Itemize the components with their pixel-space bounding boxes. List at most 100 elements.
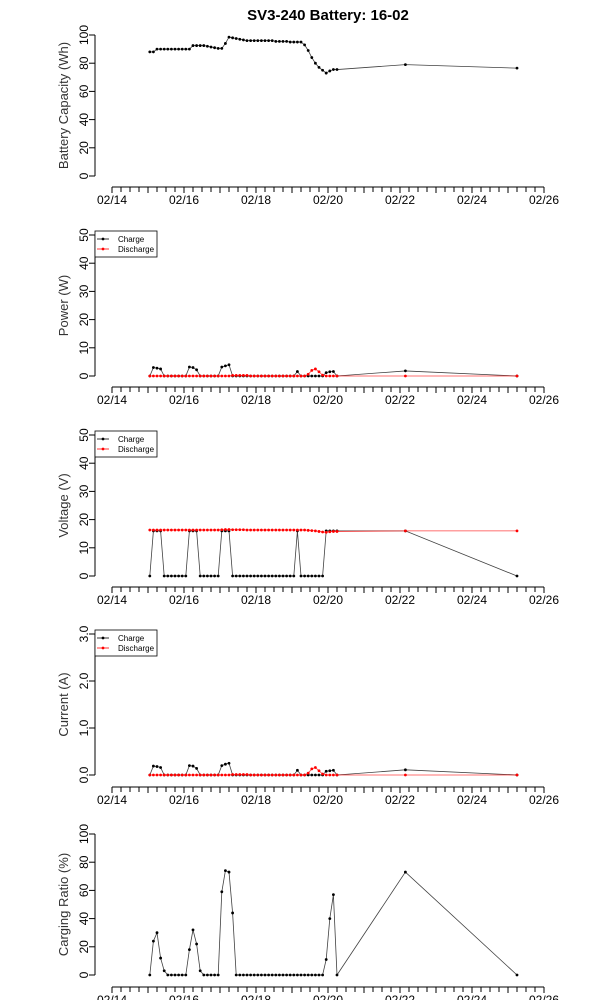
data-point	[180, 528, 184, 532]
data-point	[285, 39, 288, 43]
legend-swatch-point	[101, 237, 105, 241]
series-line	[149, 870, 518, 977]
data-point	[299, 574, 303, 578]
data-point	[220, 773, 224, 777]
data-point	[155, 528, 159, 532]
series-charge	[148, 529, 519, 578]
data-point	[303, 374, 306, 378]
data-point	[328, 374, 332, 378]
data-point	[270, 574, 274, 578]
y-tick-label: 50	[77, 428, 91, 442]
data-point	[242, 574, 245, 578]
data-point	[195, 773, 199, 777]
x-tick-label: 02/20	[313, 793, 343, 807]
data-point	[173, 973, 177, 977]
data-point	[306, 771, 310, 775]
data-point	[170, 528, 173, 532]
data-point	[216, 574, 220, 578]
data-point	[288, 374, 292, 378]
y-tick-label: 40	[77, 256, 91, 270]
data-point	[285, 973, 288, 977]
data-point	[299, 773, 303, 777]
data-point	[332, 768, 335, 772]
data-point	[252, 773, 256, 777]
data-point	[332, 370, 335, 373]
data-point	[213, 773, 217, 777]
legend-label: Discharge	[118, 445, 155, 454]
data-point	[256, 773, 260, 777]
data-point	[245, 973, 249, 977]
data-point	[288, 528, 292, 532]
data-point	[321, 530, 324, 534]
data-point	[332, 773, 335, 777]
data-point	[213, 574, 217, 578]
data-point	[231, 528, 235, 532]
x-tick-label: 02/20	[313, 593, 343, 607]
y-tick-label: 0	[77, 372, 91, 379]
data-point	[296, 370, 299, 373]
data-point	[267, 973, 270, 977]
data-point	[310, 529, 314, 532]
data-point	[234, 773, 238, 776]
data-point	[231, 374, 235, 377]
legend-label: Discharge	[118, 644, 155, 653]
panel-1: 0 20 40 60 80 100 Battery Capacity (Wh) 02/14 02…	[56, 25, 559, 207]
data-point	[173, 773, 177, 777]
data-point	[184, 574, 188, 578]
data-point	[177, 973, 181, 977]
data-point	[155, 366, 159, 370]
data-point	[188, 948, 191, 952]
data-point	[328, 69, 332, 73]
data-point	[148, 574, 152, 578]
data-point	[303, 43, 306, 47]
data-point	[202, 773, 206, 777]
data-point	[245, 528, 249, 532]
data-point	[306, 528, 310, 532]
data-point	[231, 36, 235, 40]
data-point	[173, 47, 177, 51]
data-point	[332, 68, 335, 71]
data-point	[220, 374, 224, 378]
data-point	[404, 773, 407, 777]
data-point	[314, 529, 317, 533]
data-point	[260, 773, 263, 777]
x-tick-label: 02/26	[529, 393, 559, 407]
series-discharge	[148, 766, 519, 777]
data-point	[306, 372, 310, 376]
data-point	[270, 973, 274, 977]
data-point	[159, 528, 163, 532]
data-point	[332, 530, 335, 533]
data-point	[292, 528, 296, 532]
y-tick-label: 10	[77, 541, 91, 555]
data-point	[206, 574, 209, 578]
data-point	[202, 574, 206, 578]
y-tick-label: 20	[77, 513, 91, 527]
data-point	[227, 773, 231, 777]
data-point	[278, 39, 281, 43]
panel-4: 0.0 1.0 2.0 3.0 Current (A) 02/14 02/16 02/18 02…	[56, 625, 559, 807]
data-point	[263, 528, 267, 532]
data-point	[234, 374, 238, 377]
data-point	[191, 764, 195, 768]
y-axis-label: Battery Capacity (Wh)	[56, 42, 71, 169]
data-point	[206, 773, 209, 777]
data-point	[299, 528, 303, 532]
x-tick-label: 02/24	[457, 593, 487, 607]
data-point	[224, 374, 227, 378]
y-tick-label: 20	[77, 940, 91, 954]
data-point	[231, 773, 235, 776]
data-point	[256, 574, 260, 578]
data-point	[324, 374, 328, 378]
data-point	[314, 367, 317, 371]
data-point	[317, 973, 321, 977]
y-tick-label: 40	[77, 113, 91, 127]
data-point	[170, 47, 173, 51]
data-point	[245, 773, 249, 776]
data-point	[209, 374, 213, 378]
data-point	[260, 574, 263, 578]
legend-label: Charge	[118, 435, 145, 444]
y-axis-label: Carging Ratio (%)	[56, 853, 71, 956]
data-point	[184, 528, 188, 532]
